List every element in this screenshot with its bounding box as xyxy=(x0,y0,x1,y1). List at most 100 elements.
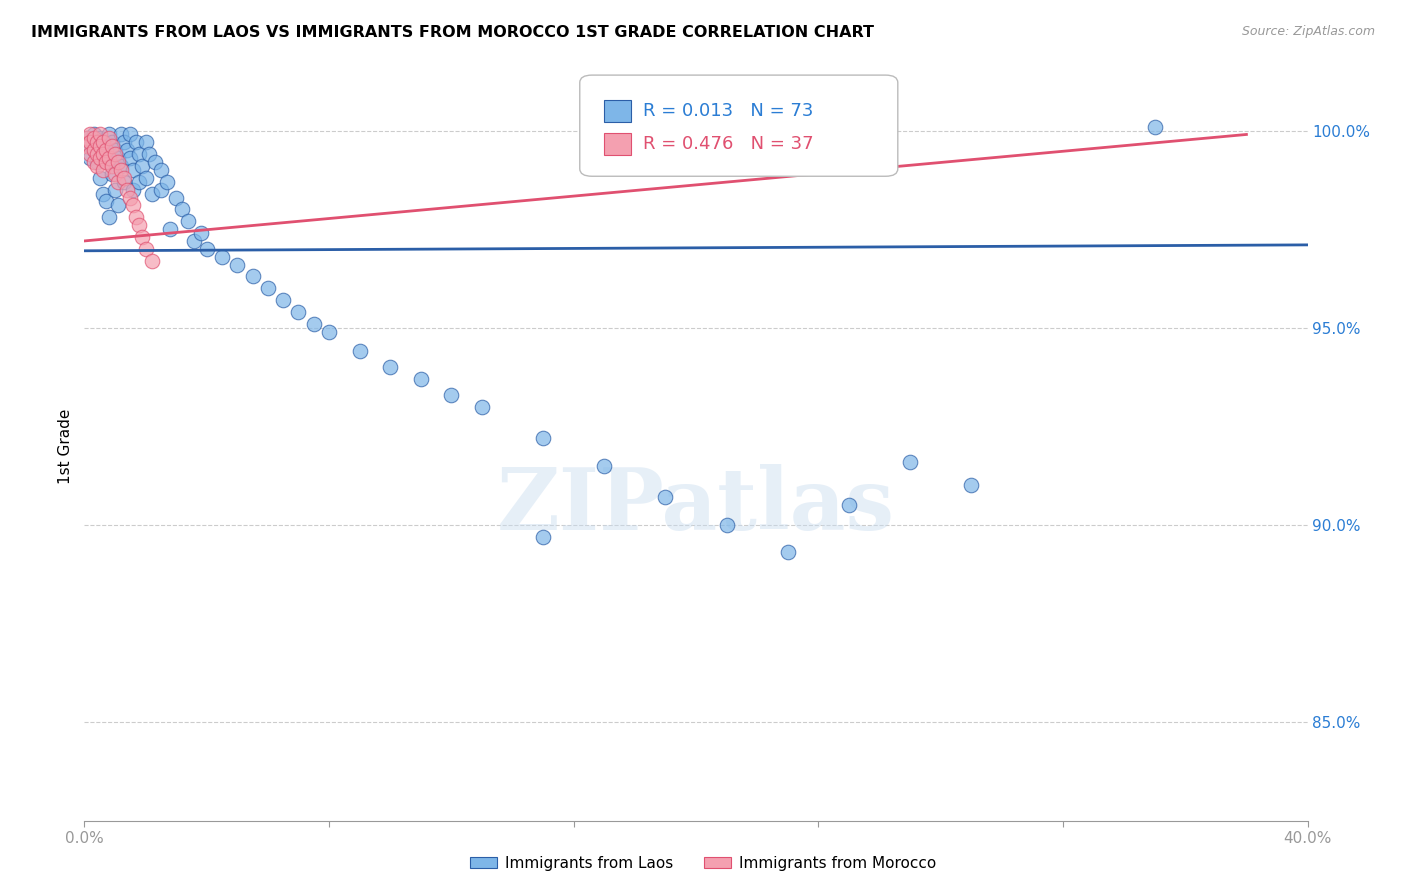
Text: ZIPatlas: ZIPatlas xyxy=(496,464,896,548)
Text: Source: ZipAtlas.com: Source: ZipAtlas.com xyxy=(1241,25,1375,38)
Point xyxy=(110,128,132,142)
Point xyxy=(242,269,264,284)
Point xyxy=(86,136,108,150)
Point xyxy=(79,128,101,142)
Point xyxy=(79,147,101,161)
Point xyxy=(471,400,494,414)
Point xyxy=(135,170,157,185)
Point xyxy=(226,258,249,272)
Point xyxy=(183,234,205,248)
FancyBboxPatch shape xyxy=(579,75,898,177)
Point xyxy=(138,147,160,161)
Point xyxy=(91,163,114,178)
Point xyxy=(94,143,117,157)
Point xyxy=(122,163,145,178)
Point xyxy=(128,175,150,189)
Point xyxy=(89,131,111,145)
Point xyxy=(380,360,402,375)
Point xyxy=(83,155,105,169)
Point xyxy=(91,147,114,161)
Point xyxy=(97,128,120,142)
Point xyxy=(165,190,187,204)
Point xyxy=(107,198,129,212)
Text: IMMIGRANTS FROM LAOS VS IMMIGRANTS FROM MOROCCO 1ST GRADE CORRELATION CHART: IMMIGRANTS FROM LAOS VS IMMIGRANTS FROM … xyxy=(31,25,875,40)
Point xyxy=(128,147,150,161)
Point xyxy=(122,183,145,197)
Point xyxy=(135,242,157,256)
Point xyxy=(89,170,111,185)
Point xyxy=(79,139,101,153)
Point xyxy=(76,131,98,145)
Point xyxy=(101,159,124,173)
Point xyxy=(257,281,280,295)
Point xyxy=(143,155,166,169)
Point xyxy=(104,143,127,157)
Point xyxy=(120,151,142,165)
Point xyxy=(120,190,142,204)
Point xyxy=(318,325,340,339)
Point xyxy=(83,131,105,145)
FancyBboxPatch shape xyxy=(605,100,631,122)
Point xyxy=(112,136,135,150)
Point xyxy=(531,530,554,544)
Legend: Immigrants from Laos, Immigrants from Morocco: Immigrants from Laos, Immigrants from Mo… xyxy=(464,850,942,877)
Point xyxy=(89,139,111,153)
Point xyxy=(97,131,120,145)
FancyBboxPatch shape xyxy=(605,133,631,155)
Point xyxy=(122,198,145,212)
Point xyxy=(112,175,135,189)
Text: R = 0.476   N = 37: R = 0.476 N = 37 xyxy=(644,135,814,153)
Point xyxy=(141,186,163,201)
Point xyxy=(79,136,101,150)
Point xyxy=(107,155,129,169)
Point xyxy=(131,230,153,244)
Y-axis label: 1st Grade: 1st Grade xyxy=(58,409,73,483)
Point xyxy=(107,151,129,165)
Point xyxy=(128,218,150,232)
Point xyxy=(190,226,212,240)
Point xyxy=(125,136,148,150)
Point xyxy=(97,155,120,169)
Point xyxy=(531,431,554,445)
Point xyxy=(135,136,157,150)
Point xyxy=(89,128,111,142)
Point xyxy=(101,139,124,153)
Point xyxy=(112,170,135,185)
Point xyxy=(593,458,616,473)
Point xyxy=(97,211,120,225)
Point xyxy=(115,183,138,197)
Point xyxy=(104,183,127,197)
Point xyxy=(159,222,181,236)
Point xyxy=(97,151,120,165)
Point xyxy=(101,167,124,181)
Point xyxy=(115,143,138,157)
Point xyxy=(110,159,132,173)
Point xyxy=(101,136,124,150)
Point xyxy=(94,147,117,161)
Point xyxy=(716,517,738,532)
Point xyxy=(86,147,108,161)
Point xyxy=(440,388,463,402)
Point xyxy=(79,151,101,165)
Point xyxy=(1143,120,1166,134)
Point xyxy=(107,175,129,189)
Point xyxy=(776,545,799,559)
Point xyxy=(131,159,153,173)
Point xyxy=(271,293,294,307)
Point xyxy=(91,136,114,150)
Point xyxy=(104,147,127,161)
Point xyxy=(76,131,98,145)
Point xyxy=(76,139,98,153)
Point xyxy=(156,175,179,189)
Point xyxy=(149,163,172,178)
Point xyxy=(94,194,117,209)
Point xyxy=(83,143,105,157)
Point xyxy=(86,159,108,173)
Point xyxy=(94,155,117,169)
Point xyxy=(195,242,218,256)
Point xyxy=(960,478,983,492)
Point xyxy=(86,136,108,150)
Point xyxy=(110,163,132,178)
Point xyxy=(172,202,194,217)
Point xyxy=(91,186,114,201)
